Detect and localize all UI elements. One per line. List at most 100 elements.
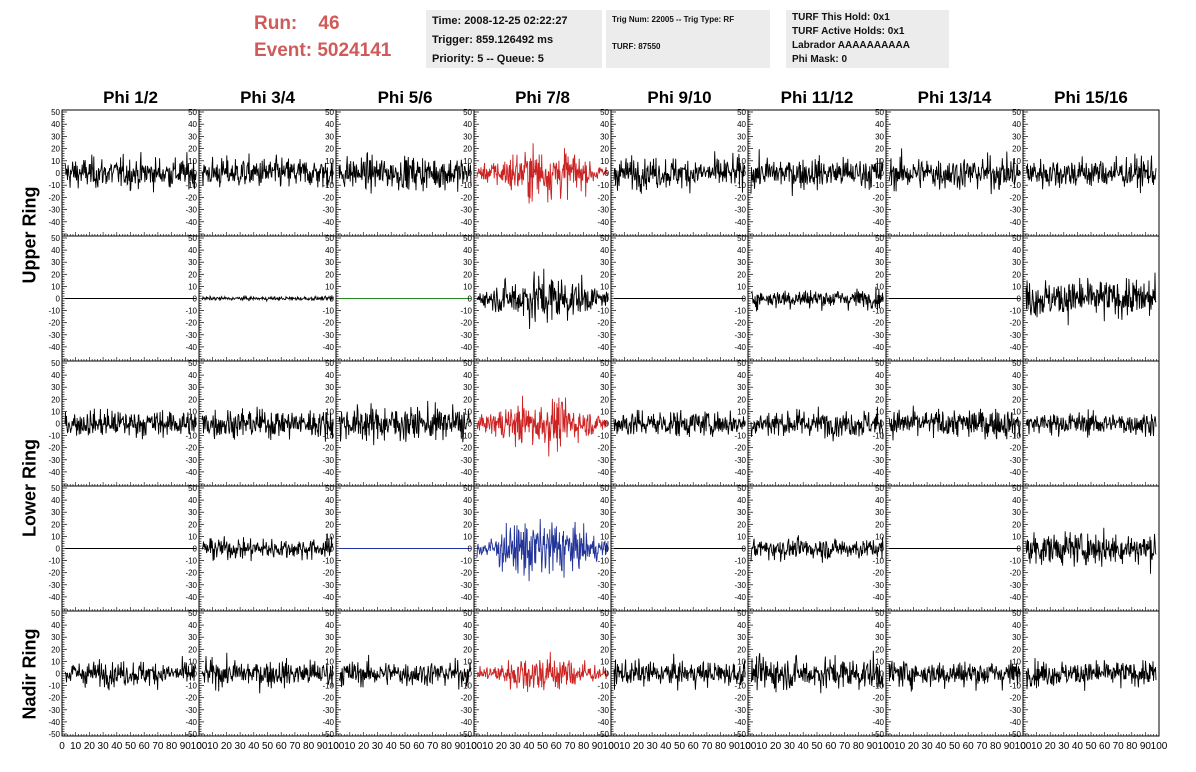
y-tick-label: 20	[188, 520, 197, 529]
y-tick-label: -40	[460, 218, 472, 227]
y-tick-label: -40	[460, 343, 472, 352]
y-tick-label: 10	[600, 157, 609, 166]
waveform-trace	[613, 409, 746, 438]
waveform-trace	[64, 151, 197, 193]
y-tick-label: 20	[600, 145, 609, 154]
y-tick-label: -10	[597, 557, 609, 566]
y-tick-label: 50	[463, 234, 472, 243]
y-tick-label: -30	[872, 206, 884, 215]
y-tick-label: -30	[1009, 581, 1021, 590]
y-tick-label: -50	[48, 730, 60, 739]
y-tick-label: -10	[48, 557, 60, 566]
y-tick-label: 0	[56, 420, 61, 429]
y-tick-label: -10	[48, 682, 60, 691]
event-row: Event: 5024141	[254, 37, 391, 64]
y-tick-label: 20	[875, 395, 884, 404]
y-tick-label: -50	[872, 730, 884, 739]
x-tick-label: 20	[358, 741, 370, 752]
priority-text: Priority: 5 -- Queue: 5	[432, 53, 544, 65]
waveform-trace	[1025, 272, 1157, 326]
x-tick-label: 40	[1072, 741, 1084, 752]
y-tick-label: 10	[600, 657, 609, 666]
y-tick-label: 40	[463, 371, 472, 380]
y-tick-label: 0	[880, 670, 885, 679]
x-tick-label: 30	[922, 741, 934, 752]
y-tick-label: 30	[737, 132, 746, 141]
x-tick-label: 100	[1151, 741, 1168, 752]
y-tick-label: 20	[1012, 145, 1021, 154]
y-tick-label: 30	[325, 258, 334, 267]
x-tick-label: 70	[564, 741, 576, 752]
y-tick-label: -30	[460, 331, 472, 340]
y-tick-label: -20	[48, 569, 60, 578]
y-tick-label: -20	[48, 193, 60, 202]
y-tick-label: 30	[51, 508, 60, 517]
time-text: Time: 2008-12-25 02:22:27	[432, 15, 568, 27]
x-tick-label: 20	[496, 741, 508, 752]
y-tick-label: -30	[597, 456, 609, 465]
x-tick-label: 60	[276, 741, 288, 752]
y-tick-label: -30	[597, 331, 609, 340]
y-tick-label: 0	[193, 670, 198, 679]
y-tick-label: -20	[185, 694, 197, 703]
phi-header-4: Phi 7/8	[515, 88, 570, 107]
y-tick-label: 50	[875, 609, 884, 618]
y-tick-label: 20	[1012, 645, 1021, 654]
y-tick-label: -20	[734, 319, 746, 328]
y-tick-label: 50	[51, 108, 60, 117]
x-tick-label: 60	[551, 741, 563, 752]
panel-r2-c7	[1022, 360, 1160, 487]
y-tick-label: 40	[1012, 371, 1021, 380]
y-tick-label: -10	[185, 307, 197, 316]
turf-active-holds-text: TURF Active Holds: 0x1	[792, 26, 905, 37]
y-tick-label: 50	[875, 108, 884, 117]
x-tick-label: 50	[399, 741, 411, 752]
y-tick-label: 20	[737, 645, 746, 654]
y-tick-label: -40	[48, 343, 60, 352]
y-tick-label: -20	[734, 193, 746, 202]
y-tick-label: -40	[48, 468, 60, 477]
y-tick-label: -30	[48, 206, 60, 215]
x-tick-label: 20	[908, 741, 920, 752]
y-tick-label: 20	[463, 270, 472, 279]
waveform-trace	[1025, 409, 1157, 438]
y-tick-label: 0	[742, 670, 747, 679]
y-tick-label: -40	[597, 468, 609, 477]
panel-r4-c6	[885, 610, 1024, 737]
y-tick-label: -10	[734, 307, 746, 316]
panel-r3-c5	[747, 485, 887, 612]
panel-r1-c4	[610, 235, 749, 362]
y-tick-label: -30	[734, 706, 746, 715]
panel-r4-c4	[610, 610, 749, 737]
panel-r1-c2	[335, 235, 475, 362]
y-tick-label: 40	[600, 496, 609, 505]
y-tick-label: -10	[734, 682, 746, 691]
y-tick-label: -40	[734, 593, 746, 602]
y-tick-label: 50	[188, 484, 197, 493]
x-tick-label: 30	[372, 741, 384, 752]
y-tick-label: 30	[737, 633, 746, 642]
y-tick-label: 30	[51, 258, 60, 267]
x-tick-label: 0	[608, 741, 614, 752]
y-tick-label: 50	[737, 484, 746, 493]
x-tick-label: 40	[935, 741, 947, 752]
y-tick-label: -20	[460, 444, 472, 453]
y-tick-label: 10	[1012, 157, 1021, 166]
y-tick-label: -40	[872, 343, 884, 352]
y-tick-label: -20	[1009, 444, 1021, 453]
y-tick-label: -40	[322, 343, 334, 352]
y-tick-label: -50	[597, 730, 609, 739]
y-tick-label: -20	[1009, 694, 1021, 703]
panel-r3-c6	[885, 485, 1024, 612]
panel-r1-c5	[747, 235, 887, 362]
x-tick-label: 20	[633, 741, 645, 752]
panel-r2-c1	[198, 360, 337, 487]
y-tick-label: -10	[872, 682, 884, 691]
y-tick-label: -30	[322, 206, 334, 215]
y-tick-label: -20	[597, 569, 609, 578]
x-tick-label: 70	[289, 741, 301, 752]
y-tick-label: 20	[51, 645, 60, 654]
y-tick-label: 10	[1012, 657, 1021, 666]
waveform-trace	[750, 650, 884, 694]
y-tick-label: 40	[600, 371, 609, 380]
